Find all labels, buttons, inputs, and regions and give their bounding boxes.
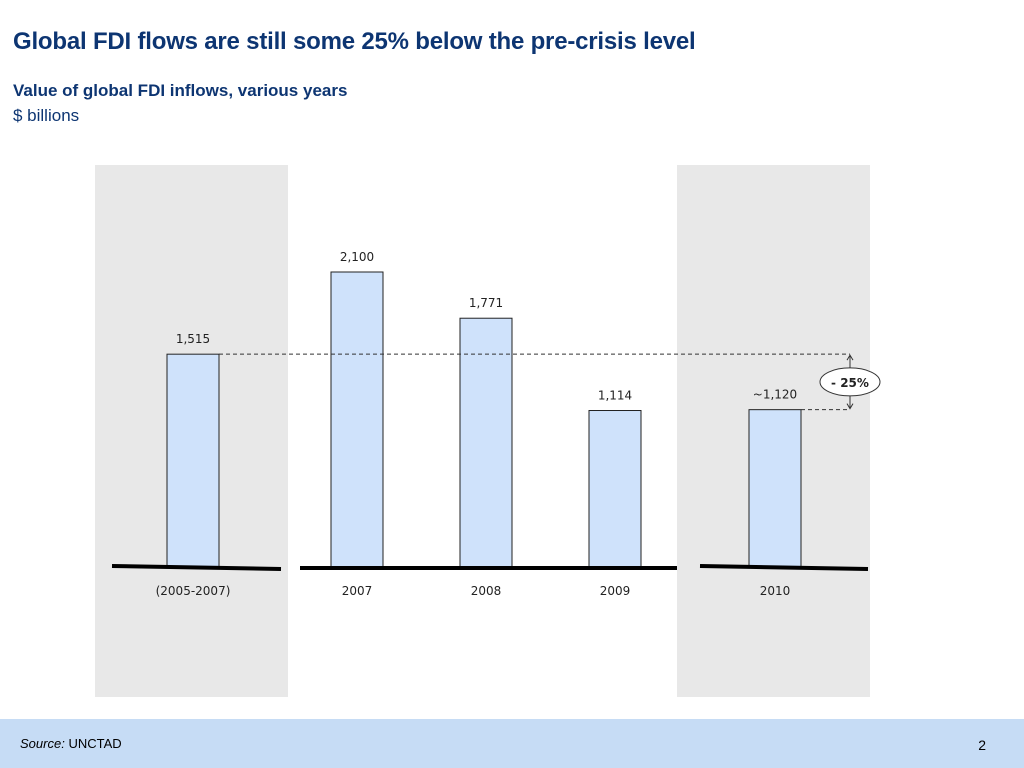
data-label: 1,771 xyxy=(469,296,503,310)
data-label: ~1,120 xyxy=(753,388,797,402)
baseline xyxy=(699,564,869,571)
source-note: Source: UNCTAD xyxy=(20,736,122,751)
source-label: Source: xyxy=(20,736,65,751)
category-label: 2010 xyxy=(760,584,791,598)
fdi-bar-chart: 1,515 (2005-2007) 2,100 2007 1,771 2008 1,114 2… xyxy=(95,165,881,697)
data-label: 1,114 xyxy=(598,389,632,403)
chart-unit: $ billions xyxy=(13,106,80,125)
annotation-ellipse xyxy=(819,367,881,397)
bar xyxy=(330,271,384,568)
arrow-head-up xyxy=(846,354,854,361)
data-label: 2,100 xyxy=(340,250,374,264)
footer-bar: Source: UNCTAD 2 xyxy=(0,719,1024,768)
category-label: 2009 xyxy=(600,584,631,598)
category-label: 2008 xyxy=(471,584,502,598)
slide-title: Global FDI flows are still some 25% belo… xyxy=(13,28,696,55)
chart-subtitle: Value of global FDI inflows, various yea… xyxy=(13,81,348,100)
bar xyxy=(748,409,802,568)
category-label: (2005-2007) xyxy=(156,584,231,598)
bar xyxy=(166,353,220,568)
bar xyxy=(588,410,642,568)
baseline xyxy=(111,564,282,571)
page-number: 2 xyxy=(978,737,986,753)
source-value: UNCTAD xyxy=(68,736,122,751)
arrow-head-down xyxy=(846,403,854,410)
annotation-label: - 25% xyxy=(831,376,869,390)
category-label: 2007 xyxy=(342,584,373,598)
bar xyxy=(459,317,513,568)
data-label: 1,515 xyxy=(176,332,210,346)
